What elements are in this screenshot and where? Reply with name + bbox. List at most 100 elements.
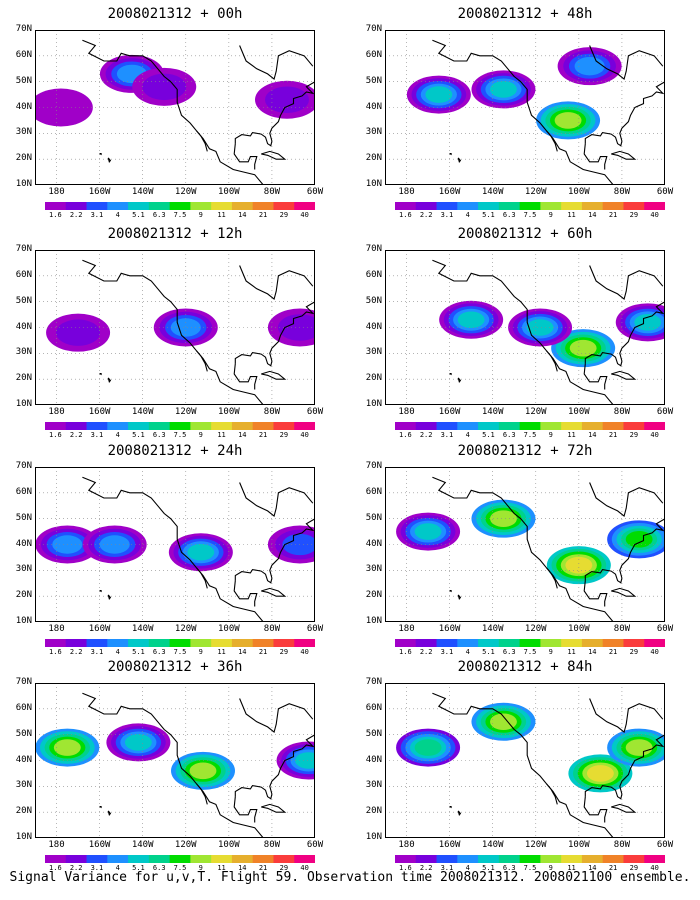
colorbar-swatch (211, 855, 233, 863)
x-tick-label: 80W (613, 624, 631, 634)
colorbar-swatch (623, 202, 645, 210)
colorbar-label: 21 (258, 648, 268, 656)
colorbar-label: 6.3 (152, 864, 166, 872)
y-tick-label: 70N (365, 461, 382, 471)
colorbar-label: 2.2 (69, 431, 83, 439)
y-tick-label: 40N (365, 101, 382, 112)
colorbar-label: 7.5 (173, 648, 187, 656)
colorbar-label: 6.3 (502, 864, 516, 872)
coastline (546, 350, 558, 372)
x-tick-label: 100W (218, 187, 240, 197)
colorbar-label: 6.3 (152, 211, 166, 219)
colorbar-label: 11 (567, 431, 576, 439)
colorbar-label: 9 (198, 648, 203, 656)
colorbar-label: 5.1 (132, 648, 145, 656)
colorbar-swatch (478, 855, 500, 863)
colorbar-swatch (395, 422, 417, 430)
variance-contour (99, 535, 130, 554)
y-tick-label: 30N (365, 780, 382, 791)
y-tick-label: 60N (15, 269, 32, 280)
colorbar-swatch (602, 639, 624, 647)
colorbar-swatch (561, 639, 583, 647)
variance-contour (56, 319, 101, 346)
x-tick-label: 180 (398, 187, 415, 197)
colorbar-label: 5.1 (482, 648, 495, 656)
x-tick-label: 120W (524, 624, 547, 634)
colorbar-swatch (148, 422, 171, 430)
variance-contour (295, 752, 315, 769)
colorbar (45, 855, 315, 863)
x-tick-label: 80W (263, 407, 281, 417)
colorbar-label: 5.1 (482, 431, 495, 439)
y-tick-label: 30N (15, 347, 32, 358)
x-tick-label: 120W (174, 407, 197, 417)
colorbar-swatch (581, 202, 604, 210)
colorbar-label: 14 (238, 648, 247, 656)
coastline (239, 482, 314, 518)
y-tick-label: 50N (365, 295, 382, 306)
colorbar-label: 5.1 (132, 864, 145, 872)
colorbar-label: 29 (629, 864, 639, 872)
coastline (611, 803, 637, 813)
y-tick-label: 70N (365, 24, 382, 34)
colorbar-label: 3.1 (440, 648, 454, 656)
colorbar (395, 855, 665, 863)
colorbar-label: 14 (588, 648, 597, 656)
y-tick-label: 60N (15, 486, 32, 497)
colorbar-label: 11 (217, 211, 226, 219)
colorbar-swatch (190, 202, 212, 210)
coastline (261, 803, 287, 813)
colorbar-swatch (478, 202, 500, 210)
colorbar-label: 2.2 (419, 864, 433, 872)
colorbar-swatch (623, 639, 645, 647)
y-tick-label: 20N (15, 806, 32, 817)
colorbar-label: 21 (258, 864, 268, 872)
x-tick-label: 160W (438, 840, 461, 850)
x-tick-label: 160W (88, 624, 111, 634)
colorbar-swatch (107, 639, 129, 647)
coastline (196, 130, 208, 152)
variance-contour (490, 81, 517, 98)
colorbar-swatch (252, 639, 274, 647)
variance-contour (569, 339, 597, 357)
colorbar-label: 9 (548, 431, 553, 439)
y-tick-label: 60N (365, 702, 382, 713)
x-tick-label: 80W (263, 624, 281, 634)
colorbar-label: 29 (629, 431, 639, 439)
colorbar-swatch (602, 202, 624, 210)
colorbar-label: 4 (115, 864, 120, 872)
colorbar-label: 1.6 (399, 431, 412, 439)
y-tick-label: 40N (15, 538, 32, 549)
variance-contour (586, 765, 614, 782)
colorbar-swatch (45, 855, 67, 863)
colorbar-label: 2.2 (419, 431, 433, 439)
coastline (234, 81, 315, 147)
coastline (196, 350, 208, 372)
y-tick-label: 40N (15, 101, 32, 112)
colorbar-swatch (457, 422, 479, 430)
colorbar-swatch (395, 855, 417, 863)
y-tick-label: 20N (15, 373, 32, 384)
colorbar-swatch (252, 855, 274, 863)
colorbar-label: 21 (608, 864, 618, 872)
colorbar-label: 29 (629, 211, 639, 219)
map-frame (35, 683, 315, 838)
colorbar-label: 11 (217, 648, 226, 656)
colorbar-label: 4 (465, 648, 470, 656)
colorbar-swatch (519, 202, 541, 210)
x-tick-label: 180 (398, 840, 415, 850)
colorbar-swatch (519, 855, 541, 863)
colorbar-swatch (252, 202, 274, 210)
colorbar-label: 5.1 (482, 211, 495, 219)
y-tick-label: 10N (365, 179, 382, 189)
x-tick-label: 120W (174, 840, 197, 850)
colorbar-swatch (128, 202, 150, 210)
map-frame (35, 250, 315, 405)
colorbar-swatch (498, 422, 521, 430)
x-tick-label: 100W (218, 624, 240, 634)
colorbar-label: 14 (238, 431, 247, 439)
colorbar-label: 1.6 (49, 864, 62, 872)
x-tick-label: 120W (524, 187, 547, 197)
coastline (611, 370, 637, 380)
colorbar-swatch (211, 639, 233, 647)
